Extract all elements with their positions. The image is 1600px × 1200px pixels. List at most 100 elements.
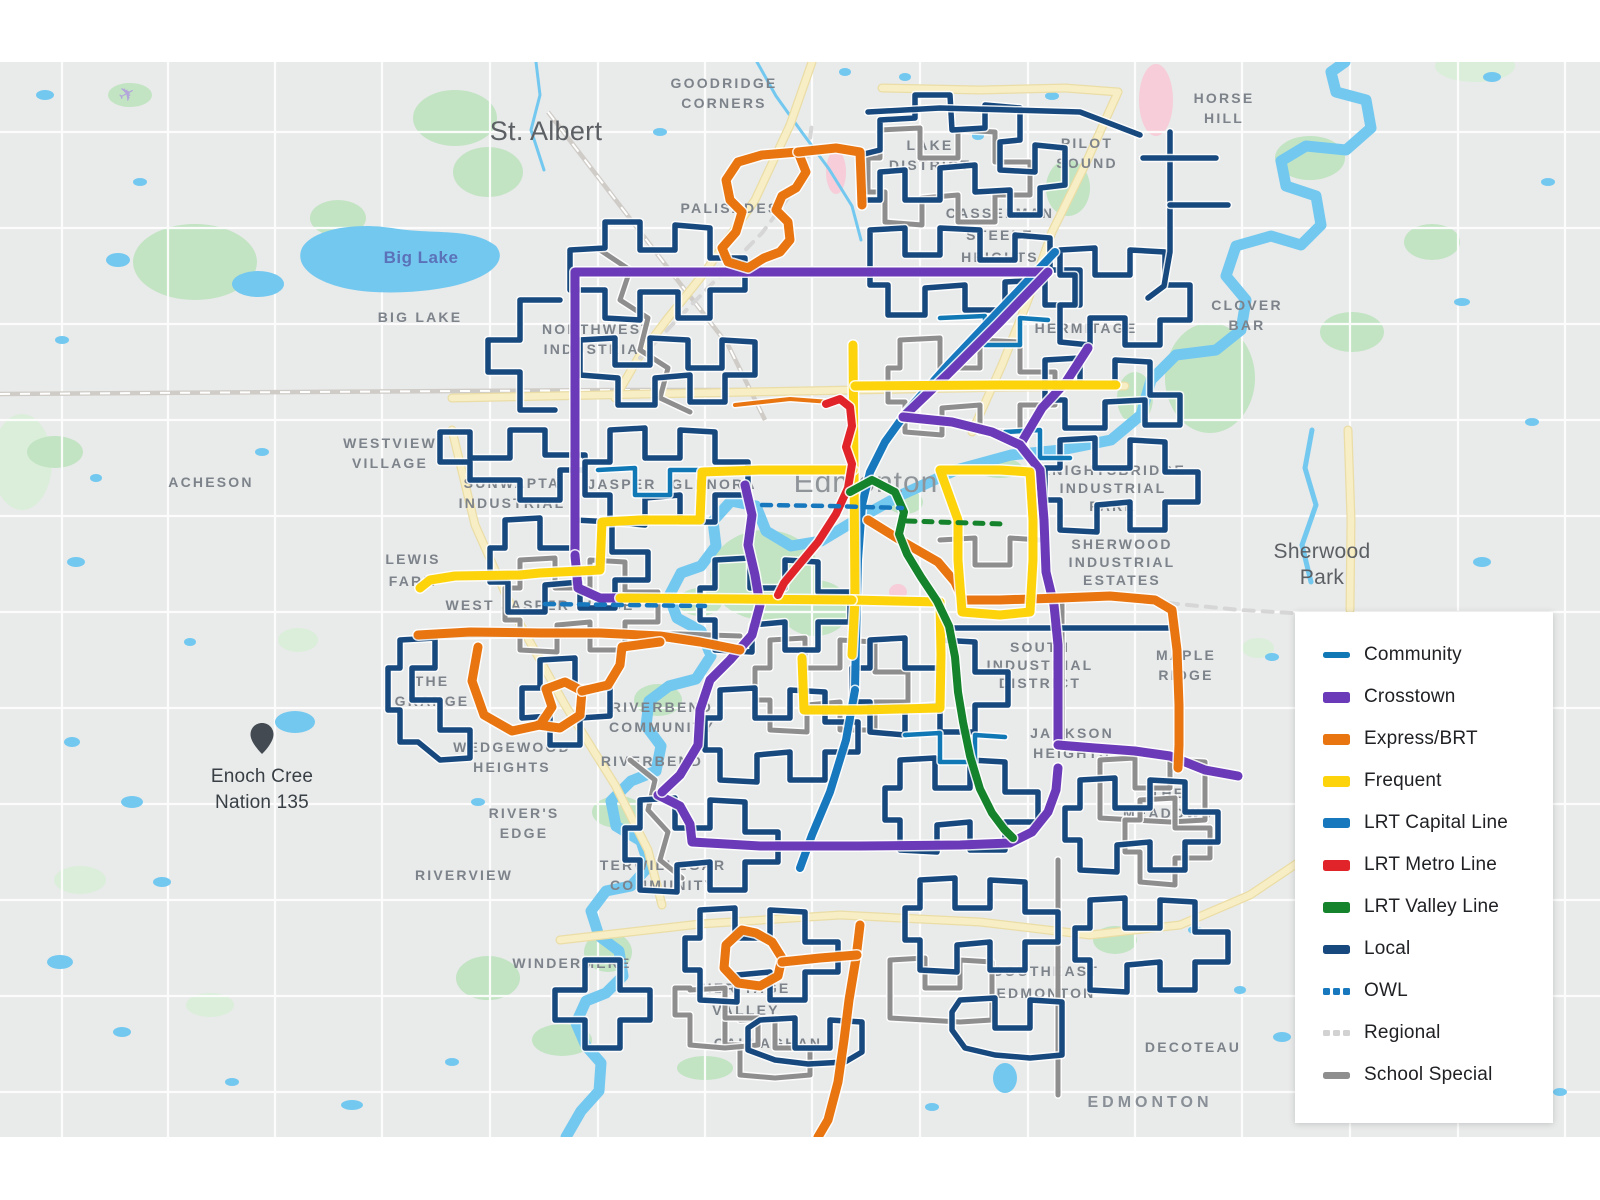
map-label-sherwood-park: Sherwood Park <box>1274 540 1371 589</box>
svg-text:ESTATES: ESTATES <box>1083 572 1161 588</box>
legend-item-express-brt: Express/BRT <box>1295 718 1553 760</box>
svg-text:INDUSTRIAL: INDUSTRIAL <box>1060 480 1167 496</box>
svg-text:HEIGHTS: HEIGHTS <box>473 759 551 775</box>
legend-item-label: Community <box>1364 644 1462 665</box>
express-brt-swatch-icon <box>1323 733 1350 745</box>
route-layer-metro <box>772 393 858 601</box>
owl-dashed-swatch-icon <box>1323 987 1350 995</box>
lrt-metro-line-swatch-icon <box>1323 859 1350 871</box>
map-label-st-albert: St. Albert <box>490 116 603 146</box>
route-layer-valley-dash <box>904 518 1005 527</box>
map-label-jasper: JASPER <box>587 476 656 492</box>
svg-text:St. Albert: St. Albert <box>490 116 603 146</box>
crosstown-swatch-icon <box>1323 691 1350 703</box>
legend-item-label: Regional <box>1364 1022 1441 1043</box>
map-label-maple-ridge: MAPLE RIDGE <box>1156 647 1216 683</box>
map-layers: GOODRIDGE CORNERS HORSE HILL PILOT SOUND LAKE D… <box>0 62 1600 1137</box>
legend-item-label: Crosstown <box>1364 686 1456 707</box>
svg-text:EDGE: EDGE <box>500 825 548 841</box>
svg-text:DECOTEAU: DECOTEAU <box>1145 1039 1241 1055</box>
route-layer-express-thin <box>731 395 834 409</box>
route-layer-crosstown <box>569 266 1244 852</box>
svg-text:LEWIS: LEWIS <box>385 551 440 567</box>
svg-text:BIG LAKE: BIG LAKE <box>378 309 463 325</box>
map-label-acheson: ACHESON <box>168 474 253 490</box>
svg-text:HILL: HILL <box>1204 110 1244 126</box>
legend-item-label: LRT Metro Line <box>1364 854 1498 875</box>
legend-item-frequent: Frequent <box>1295 760 1553 802</box>
svg-text:RIDGE: RIDGE <box>1158 667 1213 683</box>
svg-text:Nation 135: Nation 135 <box>215 792 309 813</box>
svg-text:CORNERS: CORNERS <box>681 95 766 111</box>
svg-text:VILLAGE: VILLAGE <box>352 455 428 471</box>
map-label-glenora: GLENORA <box>671 476 756 492</box>
svg-text:GOODRIDGE: GOODRIDGE <box>671 75 778 91</box>
route-layer-valley <box>844 474 1019 844</box>
svg-text:GLENORA: GLENORA <box>671 476 756 492</box>
legend-item-lrt-capital-line: LRT Capital Line <box>1295 802 1553 844</box>
svg-text:EDMONTON: EDMONTON <box>1087 1094 1212 1111</box>
local-swatch-icon <box>1323 944 1350 954</box>
legend-item-label: School Special <box>1364 1064 1493 1085</box>
svg-text:COMMUNITY: COMMUNITY <box>609 719 715 735</box>
svg-text:RIVERVIEW: RIVERVIEW <box>415 867 513 883</box>
svg-text:Park: Park <box>1300 566 1345 589</box>
svg-text:RIVERBEND: RIVERBEND <box>601 753 703 769</box>
legend-item-label: OWL <box>1364 980 1408 1001</box>
map-label-enoch-cree-nation-135: Enoch Cree Nation 135 <box>211 766 313 813</box>
svg-text:Big Lake: Big Lake <box>384 248 459 267</box>
map-label-pilot-sound: PILOT SOUND <box>1056 135 1118 171</box>
map-label-edmonton: EDMONTON <box>1087 1094 1212 1111</box>
svg-text:PILOT: PILOT <box>1061 135 1113 151</box>
map-label-wedgewood-heights: WEDGEWOOD HEIGHTS <box>453 739 569 775</box>
route-layer-express <box>412 142 1185 1137</box>
svg-text:BAR: BAR <box>1229 317 1266 333</box>
map-label-river-s-edge: RIVER'S EDGE <box>489 805 560 841</box>
legend-item-label: Local <box>1364 938 1411 959</box>
legend-item-owl: OWL <box>1295 970 1553 1012</box>
svg-text:SOUND: SOUND <box>1056 155 1118 171</box>
lrt-capital-line-swatch-icon <box>1323 818 1350 828</box>
frequent-swatch-icon <box>1323 775 1350 787</box>
svg-text:MAPLE: MAPLE <box>1156 647 1216 663</box>
map-label-big-lake: BIG LAKE <box>378 309 463 325</box>
legend-item-lrt-valley-line: LRT Valley Line <box>1295 886 1553 928</box>
map-label-westview-village: WESTVIEW VILLAGE <box>343 435 437 471</box>
svg-text:JASPER: JASPER <box>587 476 656 492</box>
svg-text:ACHESON: ACHESON <box>168 474 253 490</box>
map-label-riverview: RIVERVIEW <box>415 867 513 883</box>
legend-item-label: Frequent <box>1364 770 1442 791</box>
svg-text:CLOVER: CLOVER <box>1211 297 1283 313</box>
map-label-sherwood-industrial-estates: SHERWOOD INDUSTRIAL ESTATES <box>1069 536 1174 588</box>
regional-dashed-swatch-icon <box>1323 1030 1350 1036</box>
legend-item-label: LRT Valley Line <box>1364 896 1500 917</box>
map-label-big-lake: Big Lake <box>384 248 459 267</box>
route-layer-owl <box>542 502 905 609</box>
enoch-cree-nation-pin-icon[interactable] <box>250 723 274 754</box>
map-label-goodridge-corners: GOODRIDGE CORNERS <box>671 75 778 111</box>
svg-text:RIVER'S: RIVER'S <box>489 805 560 821</box>
legend-item-label: Express/BRT <box>1364 728 1478 749</box>
lrt-valley-line-swatch-icon <box>1323 901 1350 913</box>
legend-item-school-special: School Special <box>1295 1054 1553 1096</box>
svg-text:JACKSON: JACKSON <box>1030 725 1114 741</box>
community-swatch-icon <box>1323 652 1350 658</box>
svg-text:EDMONTON: EDMONTON <box>996 985 1095 1001</box>
svg-text:PALISADES: PALISADES <box>681 200 780 216</box>
svg-text:WESTVIEW: WESTVIEW <box>343 435 437 451</box>
svg-text:Sherwood: Sherwood <box>1274 540 1371 563</box>
map-label-riverbend-community: RIVERBEND COMMUNITY <box>609 699 715 735</box>
svg-text:THE: THE <box>415 673 450 689</box>
svg-text:HORSE: HORSE <box>1194 90 1255 106</box>
svg-text:INDUSTRIAL: INDUSTRIAL <box>544 341 651 357</box>
legend-panel: Community Crosstown Express/BRT Frequent LRT… <box>1295 612 1553 1123</box>
legend-item-label: LRT Capital Line <box>1364 812 1509 833</box>
transit-routes-layer <box>383 90 1294 1137</box>
legend-item-community: Community <box>1295 634 1553 676</box>
svg-text:Enoch Cree: Enoch Cree <box>211 766 313 787</box>
map-label-horse-hill: HORSE HILL <box>1194 90 1255 126</box>
legend-item-crosstown: Crosstown <box>1295 676 1553 718</box>
svg-text:NORTHWEST: NORTHWEST <box>542 321 652 337</box>
